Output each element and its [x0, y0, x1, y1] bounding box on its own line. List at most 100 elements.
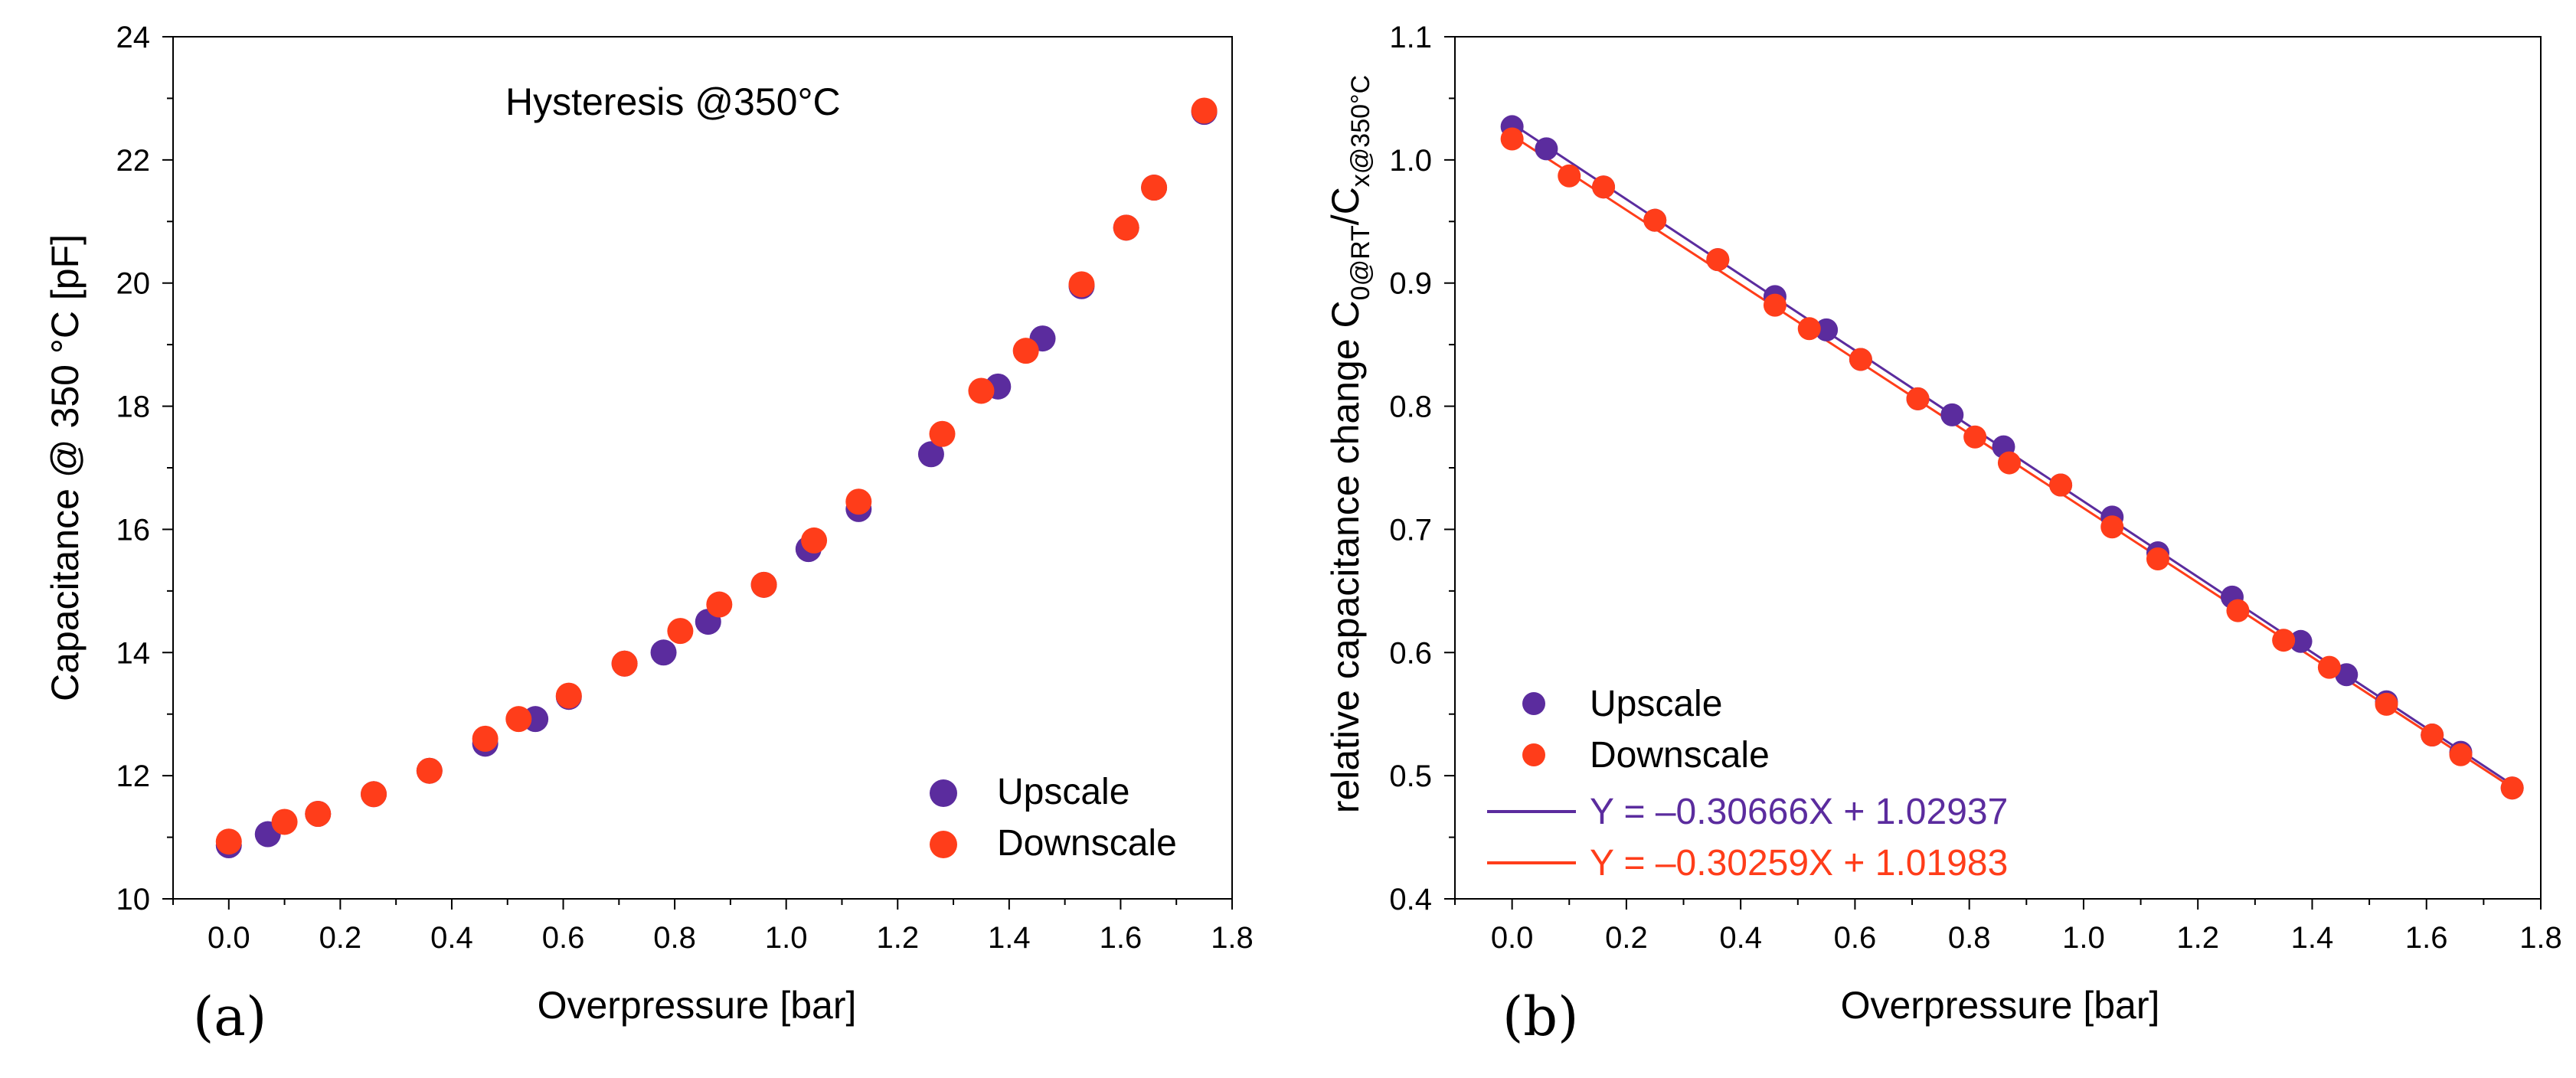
point-downscale: [2272, 629, 2296, 652]
chart-b-legend-downscale-label: Downscale: [1590, 735, 1770, 776]
chart-b-legend-upscale-label: Upscale: [1590, 684, 1722, 724]
y-tick-label: 0.8: [1389, 390, 1432, 424]
x-tick-label: 1.4: [988, 921, 1031, 955]
point-downscale: [845, 488, 872, 515]
point-downscale: [1997, 451, 2021, 475]
chart-a-legend-upscale-label: Upscale: [997, 772, 1129, 812]
point-downscale: [1500, 127, 1524, 151]
point-downscale: [1012, 338, 1039, 364]
x-tick-label: 0.6: [542, 921, 585, 955]
chart-a-title: Hysteresis @350°C: [505, 80, 841, 123]
point-downscale: [929, 420, 956, 447]
x-tick-label: 1.0: [765, 921, 808, 955]
y-tick-label: 0.7: [1389, 513, 1432, 547]
point-downscale: [1706, 248, 1730, 272]
point-downscale: [1906, 387, 1930, 410]
x-tick-label: 1.8: [2519, 921, 2562, 955]
chart-a-plot-frame: [172, 36, 1233, 900]
x-tick-label: 1.8: [1211, 921, 1254, 955]
point-downscale: [215, 828, 242, 855]
chart-a-ticks: [162, 36, 1233, 910]
point-downscale: [1797, 317, 1821, 341]
point-downscale: [271, 808, 298, 835]
chart-b-legend-upscale-marker: [1522, 692, 1545, 715]
point-downscale: [968, 377, 995, 404]
chart-a: 0.0 0.2 0.4 0.6 0.8 1.0 1.2 1.4 1.6 1.8 10 12 14 16 18…: [44, 21, 1254, 1048]
chart-b-legend-fit-upscale-label: Y = –0.30666X + 1.02937: [1590, 792, 2008, 832]
chart-a-x-axis-label: Overpressure [bar]: [538, 984, 857, 1027]
x-tick-label: 1.6: [2405, 921, 2448, 955]
y-tick-label: 1.0: [1389, 144, 1432, 178]
point-downscale: [1963, 425, 1987, 449]
point-downscale: [706, 591, 733, 618]
x-tick-label: 0.0: [208, 921, 250, 955]
y-tick-label: 10: [116, 883, 151, 916]
chart-a-legend-downscale-marker: [930, 831, 957, 858]
point-upscale: [650, 639, 677, 666]
point-downscale: [2317, 655, 2341, 679]
point-downscale: [2146, 547, 2169, 571]
point-downscale: [611, 650, 638, 677]
x-tick-label: 1.6: [1100, 921, 1143, 955]
y-tick-label: 1.1: [1389, 21, 1432, 54]
chart-b-panel-label: (b): [1502, 985, 1578, 1048]
point-downscale: [1643, 208, 1667, 232]
chart-b-y-axis-label: relative capacitance change C0@RT/Cx@350…: [1324, 75, 1375, 813]
x-tick-label: 0.2: [319, 921, 362, 955]
point-downscale: [472, 725, 499, 752]
chart-b-tick-labels: 0.0 0.2 0.4 0.6 0.8 1.0 1.2 1.4 1.6 1.8 0.4 0.5 0.6 0…: [1389, 21, 2561, 955]
point-downscale: [1558, 164, 1581, 188]
point-downscale: [2500, 776, 2524, 800]
point-upscale: [1815, 318, 1839, 341]
chart-a-y-axis-label: Capacitance @ 350 °C [pF]: [44, 234, 87, 701]
point-downscale: [416, 757, 443, 784]
point-downscale: [1191, 97, 1218, 124]
y-tick-label: 0.6: [1389, 636, 1432, 670]
point-downscale: [801, 527, 828, 554]
point-downscale: [361, 781, 387, 808]
point-downscale: [1849, 348, 1872, 371]
point-upscale: [1940, 403, 1964, 426]
point-downscale: [2421, 724, 2444, 747]
chart-a-legend-downscale-label: Downscale: [997, 823, 1177, 864]
chart-b-ticks: [1444, 36, 2542, 910]
chart-b-y-axis-label-main: relative capacitance change C: [1324, 300, 1367, 813]
chart-b-y-axis-label-mid: /C: [1324, 187, 1367, 225]
chart-b-legend: Upscale Downscale Y = –0.30666X + 1.0293…: [1487, 684, 2008, 884]
x-tick-label: 0.4: [430, 921, 473, 955]
point-downscale: [1592, 175, 1616, 199]
point-downscale: [505, 706, 532, 733]
point-downscale: [305, 801, 332, 828]
x-tick-label: 0.8: [653, 921, 696, 955]
chart-b-y-axis-label-sub1: 0@RT: [1346, 225, 1375, 300]
chart-a-legend: Upscale Downscale: [930, 772, 1177, 864]
y-tick-label: 0.9: [1389, 267, 1432, 301]
chart-b-x-axis-label: Overpressure [bar]: [1841, 984, 2160, 1027]
chart-b-legend-fit-downscale-label: Y = –0.30259X + 1.01983: [1590, 843, 2008, 884]
x-tick-label: 1.2: [2176, 921, 2219, 955]
chart-a-points: [215, 97, 1218, 859]
point-upscale: [2335, 663, 2359, 687]
point-downscale: [1763, 293, 1787, 317]
point-downscale: [2100, 515, 2124, 539]
y-tick-label: 16: [116, 513, 151, 547]
x-tick-label: 0.4: [1719, 921, 1762, 955]
y-tick-label: 0.5: [1389, 760, 1432, 793]
y-tick-label: 0.4: [1389, 883, 1432, 916]
point-downscale: [2226, 599, 2250, 622]
chart-a-tick-labels: 0.0 0.2 0.4 0.6 0.8 1.0 1.2 1.4 1.6 1.8 10 12 14 16 18…: [116, 21, 1254, 955]
point-downscale: [2049, 473, 2073, 497]
y-tick-label: 20: [116, 267, 151, 301]
point-downscale: [2375, 692, 2398, 716]
point-downscale: [1068, 271, 1095, 298]
point-upscale: [917, 441, 944, 468]
chart-a-legend-upscale-marker: [930, 779, 957, 807]
y-tick-label: 24: [116, 21, 151, 54]
point-downscale: [1141, 175, 1168, 201]
point-upscale: [1535, 137, 1558, 161]
chart-a-panel-label: (a): [193, 985, 266, 1048]
point-downscale: [1113, 214, 1139, 241]
chart-b-legend-downscale-marker: [1522, 743, 1545, 766]
point-downscale: [2449, 743, 2473, 766]
y-tick-label: 18: [116, 390, 151, 424]
